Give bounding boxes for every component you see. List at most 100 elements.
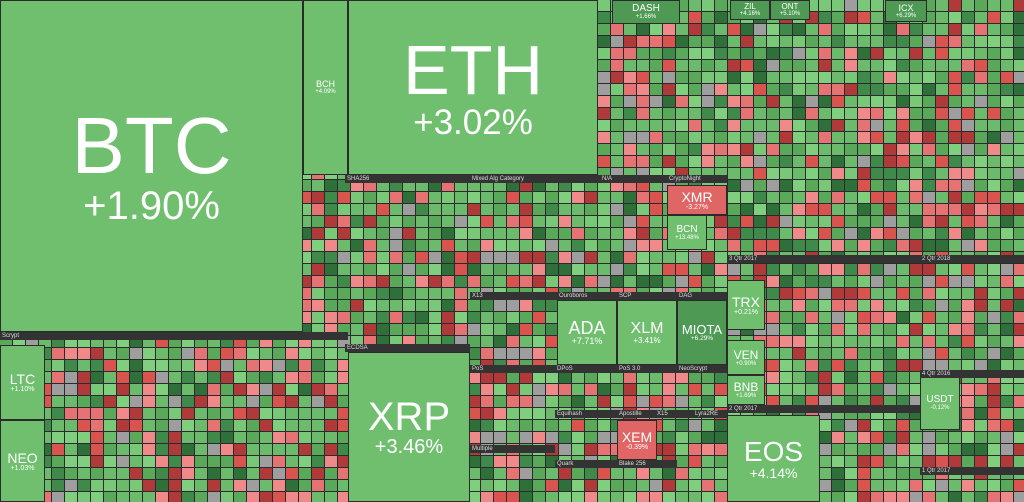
coin-tile[interactable] [689, 372, 701, 383]
coin-tile[interactable] [494, 480, 506, 491]
coin-tile[interactable] [390, 252, 402, 263]
coin-tile[interactable] [1014, 180, 1024, 191]
coin-tile[interactable] [702, 444, 714, 455]
coin-tile[interactable] [962, 312, 974, 323]
coin-tile[interactable] [819, 180, 831, 191]
coin-tile[interactable] [715, 60, 727, 71]
coin-tile[interactable] [728, 228, 740, 239]
coin-tile[interactable] [286, 456, 298, 467]
coin-tile[interactable] [884, 384, 896, 395]
coin-tile[interactable] [923, 216, 935, 227]
coin-tile[interactable] [780, 336, 792, 347]
coin-tile[interactable] [832, 48, 844, 59]
coin-tile[interactable] [1001, 0, 1013, 11]
coin-tile[interactable] [273, 468, 285, 479]
coin-tile[interactable] [455, 204, 467, 215]
coin-tile[interactable] [949, 180, 961, 191]
coin-tile[interactable] [312, 228, 324, 239]
coin-tile[interactable] [949, 108, 961, 119]
coin-tile[interactable] [598, 96, 610, 107]
coin-tile[interactable] [1014, 144, 1024, 155]
coin-tile[interactable] [793, 408, 805, 419]
coin-tile[interactable] [273, 348, 285, 359]
coin-tile[interactable] [949, 144, 961, 155]
coin-tile[interactable] [1001, 324, 1013, 335]
coin-tile[interactable] [949, 336, 961, 347]
coin-tile[interactable]: XMR -3.27% [667, 185, 727, 215]
coin-tile[interactable] [442, 180, 454, 191]
coin-tile[interactable] [897, 144, 909, 155]
coin-tile[interactable] [806, 300, 818, 311]
coin-tile[interactable] [455, 300, 467, 311]
coin-tile[interactable] [663, 420, 675, 431]
coin-tile[interactable] [1014, 300, 1024, 311]
coin-tile[interactable] [832, 312, 844, 323]
coin-tile[interactable] [624, 492, 636, 502]
coin-tile[interactable] [676, 480, 688, 491]
coin-tile[interactable] [806, 12, 818, 23]
coin-tile[interactable] [858, 168, 870, 179]
coin-tile[interactable] [143, 408, 155, 419]
coin-tile[interactable] [676, 108, 688, 119]
coin-tile[interactable] [1014, 480, 1024, 491]
coin-tile[interactable] [507, 348, 519, 359]
coin-tile[interactable] [533, 372, 545, 383]
coin-tile[interactable] [806, 180, 818, 191]
coin-tile[interactable] [260, 480, 272, 491]
coin-tile[interactable] [910, 468, 922, 479]
coin-tile[interactable] [923, 276, 935, 287]
coin-tile[interactable] [299, 432, 311, 443]
coin-tile[interactable] [832, 384, 844, 395]
coin-tile[interactable] [598, 168, 610, 179]
coin-tile[interactable] [637, 240, 649, 251]
coin-tile[interactable] [338, 468, 350, 479]
coin-tile[interactable] [195, 468, 207, 479]
coin-tile[interactable] [936, 336, 948, 347]
coin-tile[interactable] [546, 372, 558, 383]
coin-tile[interactable] [858, 228, 870, 239]
coin-tile[interactable]: NEO +1.03% [0, 420, 45, 502]
coin-tile[interactable] [611, 384, 623, 395]
coin-tile[interactable] [377, 276, 389, 287]
coin-tile[interactable] [325, 348, 337, 359]
coin-tile[interactable] [611, 216, 623, 227]
coin-tile[interactable] [1014, 348, 1024, 359]
coin-tile[interactable] [897, 192, 909, 203]
coin-tile[interactable] [78, 372, 90, 383]
coin-tile[interactable] [299, 444, 311, 455]
coin-tile[interactable] [910, 204, 922, 215]
coin-tile[interactable] [728, 108, 740, 119]
coin-tile[interactable] [910, 348, 922, 359]
coin-tile[interactable] [325, 372, 337, 383]
coin-tile[interactable] [975, 324, 987, 335]
coin-tile[interactable] [637, 252, 649, 263]
coin-tile[interactable] [312, 420, 324, 431]
coin-tile[interactable] [832, 420, 844, 431]
coin-tile[interactable] [858, 468, 870, 479]
coin-tile[interactable] [455, 276, 467, 287]
coin-tile[interactable] [481, 372, 493, 383]
coin-tile[interactable] [689, 432, 701, 443]
coin-tile[interactable] [819, 336, 831, 347]
coin-tile[interactable] [871, 480, 883, 491]
coin-tile[interactable] [676, 492, 688, 502]
coin-tile[interactable] [767, 360, 779, 371]
coin-tile[interactable] [104, 336, 116, 347]
coin-tile[interactable] [286, 444, 298, 455]
coin-tile[interactable] [455, 264, 467, 275]
coin-tile[interactable] [884, 204, 896, 215]
coin-tile[interactable] [91, 408, 103, 419]
coin-tile[interactable] [117, 456, 129, 467]
coin-tile[interactable] [377, 216, 389, 227]
coin-tile[interactable] [520, 384, 532, 395]
coin-tile[interactable] [403, 264, 415, 275]
coin-tile[interactable] [39, 360, 51, 371]
coin-tile[interactable] [715, 48, 727, 59]
coin-tile[interactable] [780, 324, 792, 335]
coin-tile[interactable] [845, 264, 857, 275]
coin-tile[interactable] [806, 384, 818, 395]
coin-tile[interactable] [806, 288, 818, 299]
coin-tile[interactable] [663, 372, 675, 383]
coin-tile[interactable] [299, 360, 311, 371]
coin-tile[interactable] [767, 24, 779, 35]
